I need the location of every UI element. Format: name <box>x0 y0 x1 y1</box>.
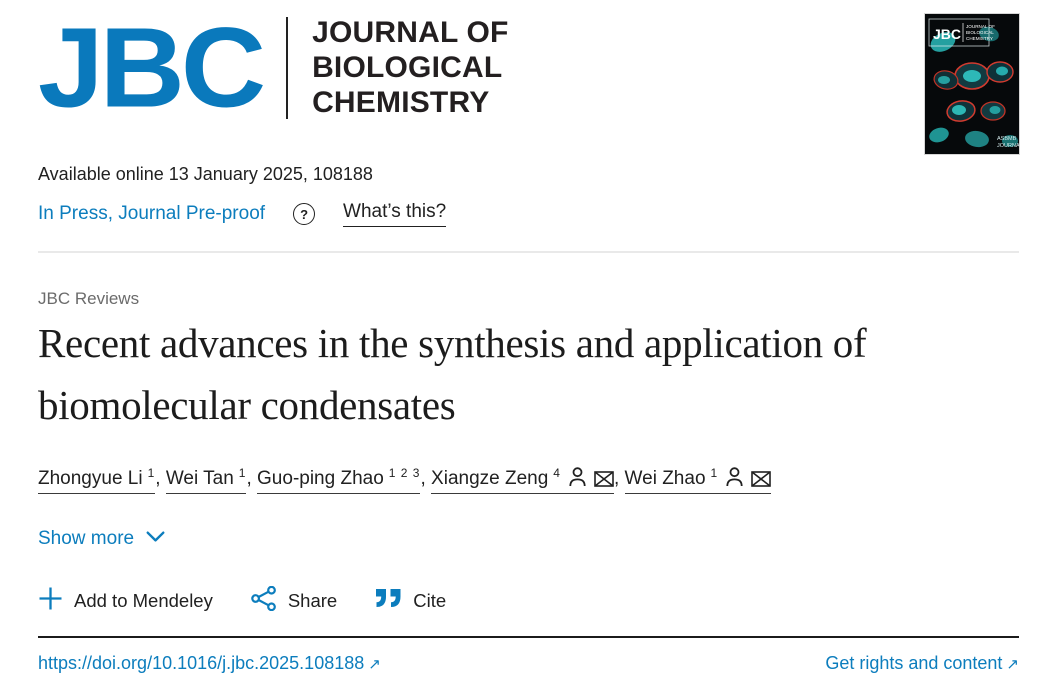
cover-cell-art <box>929 26 1018 148</box>
article-header-page: JBC JOURNAL OF BIOLOGICAL CHEMISTRY <box>0 4 1057 674</box>
author-affiliation-sup: 1 <box>147 465 156 480</box>
svg-text:BIOLOGICAL: BIOLOGICAL <box>966 30 994 35</box>
section-divider <box>38 251 1019 253</box>
footer-divider <box>38 636 1019 639</box>
svg-text:JOURNAL OF: JOURNAL OF <box>966 24 995 29</box>
author-separator: , <box>155 468 166 489</box>
journal-name-line: CHEMISTRY <box>312 85 490 119</box>
author-link[interactable]: Wei Zhao 1 <box>624 465 772 494</box>
get-rights-text: Get rights and content <box>825 653 1003 674</box>
email-icon <box>751 462 772 496</box>
email-icon <box>594 462 614 496</box>
svg-text:JOURNAL: JOURNAL <box>997 143 1019 149</box>
external-link-icon: ↗ <box>368 656 381 674</box>
author-separator: , <box>246 468 258 489</box>
author-separator: , <box>420 468 432 489</box>
journal-brand-logo: JBC JOURNAL OF BIOLOGICAL CHEMISTRY <box>38 4 509 132</box>
external-link-icon: ↗ <box>1006 656 1019 674</box>
author-link[interactable]: Zhongyue Li 1 <box>38 465 156 494</box>
author-name: Xiangze Zeng <box>431 468 549 489</box>
author-name: Guo-ping Zhao <box>257 468 384 489</box>
author-name: Wei Zhao <box>624 468 706 489</box>
doi-text: https://doi.org/10.1016/j.jbc.2025.10818… <box>38 653 365 674</box>
journal-header: JBC JOURNAL OF BIOLOGICAL CHEMISTRY <box>38 4 1019 156</box>
get-rights-link[interactable]: Get rights and content ↗ <box>825 653 1019 674</box>
doi-link[interactable]: https://doi.org/10.1016/j.jbc.2025.10818… <box>38 653 381 674</box>
author-name: Zhongyue Li <box>38 468 143 489</box>
show-more-label: Show more <box>38 528 135 550</box>
author-affiliation-sup: 1 <box>710 465 719 480</box>
author-affiliation-sup: 1 <box>238 465 247 480</box>
cover-jbc-logo: JBC JOURNAL OF BIOLOGICAL CHEMISTRY <box>928 18 995 47</box>
author-name: Wei Tan <box>165 468 234 489</box>
logo-divider <box>286 17 289 120</box>
author-affiliation-sup: 4 <box>553 465 561 480</box>
chevron-down-icon <box>146 530 165 548</box>
author-list: Zhongyue Li 1, Wei Tan 1, Guo-ping Zhao 1 2… <box>38 462 1019 496</box>
journal-name-line: BIOLOGICAL <box>312 50 503 84</box>
help-question-icon[interactable]: ? <box>293 203 316 225</box>
plus-icon <box>38 586 63 616</box>
cite-label: Cite <box>413 590 447 612</box>
cite-quote-icon <box>375 589 402 613</box>
svg-text:JBC: JBC <box>933 26 961 42</box>
action-toolbar: Add to Mendeley Share Cite <box>38 585 1019 616</box>
author-link[interactable]: Xiangze Zeng 4 <box>431 465 614 494</box>
journal-name-line: JOURNAL OF <box>312 16 509 50</box>
share-icon <box>251 585 277 616</box>
author-link[interactable]: Guo-ping Zhao 1 2 3 <box>257 465 421 494</box>
show-more-button[interactable]: Show more <box>38 528 165 550</box>
svg-text:ASBMB: ASBMB <box>997 136 1017 142</box>
journal-cover-thumbnail[interactable]: JBC JOURNAL OF BIOLOGICAL CHEMISTRY ASBM… <box>925 14 1019 154</box>
author-affiliation-sup: 1 2 3 <box>388 465 421 480</box>
author-separator: , <box>613 468 625 489</box>
person-icon <box>569 462 586 496</box>
jbc-logo-text: JBC <box>38 4 266 132</box>
journal-name: JOURNAL OF BIOLOGICAL CHEMISTRY <box>312 16 508 120</box>
available-online-text: Available online 13 January 2025, 108188 <box>38 164 373 184</box>
add-to-mendeley-label: Add to Mendeley <box>74 590 213 612</box>
person-icon <box>726 462 743 496</box>
author-link[interactable]: Wei Tan 1 <box>165 465 247 494</box>
footer-links: https://doi.org/10.1016/j.jbc.2025.10818… <box>38 653 1019 674</box>
svg-text:CHEMISTRY: CHEMISTRY <box>966 36 993 41</box>
cover-publisher-mark: ASBMB JOURNAL <box>997 136 1019 149</box>
share-label: Share <box>287 590 338 612</box>
cite-button[interactable]: Cite <box>375 589 446 613</box>
share-button[interactable]: Share <box>251 585 338 616</box>
article-title: Recent advances in the synthesis and app… <box>38 320 867 428</box>
article-type-label: JBC Reviews <box>38 289 140 308</box>
publication-status-row: In Press, Journal Pre-proof ? What’s thi… <box>38 201 1019 227</box>
add-to-mendeley-button[interactable]: Add to Mendeley <box>38 586 213 616</box>
whats-this-link[interactable]: What’s this? <box>343 201 447 227</box>
in-press-link[interactable]: In Press, Journal Pre-proof <box>38 203 266 224</box>
